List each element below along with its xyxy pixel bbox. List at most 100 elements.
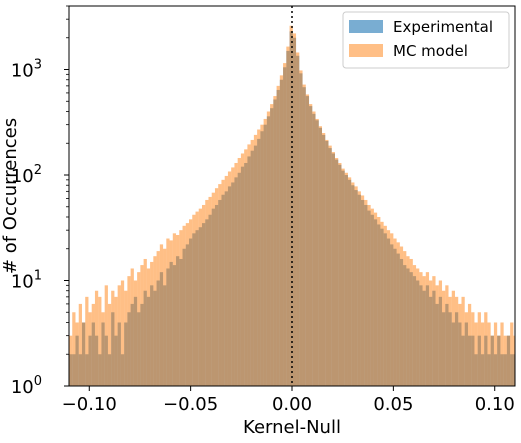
mc-model-bar — [124, 290, 128, 386]
mc-model-bar — [464, 312, 468, 386]
mc-model-bar — [244, 149, 248, 386]
mc-model-bar — [305, 94, 310, 386]
mc-model-bar — [360, 195, 365, 386]
mc-model-bar — [296, 52, 300, 387]
mc-model-bar — [448, 296, 452, 386]
mc-model-bar — [425, 272, 430, 386]
mc-model-bar — [137, 272, 141, 386]
legend-swatch-mc-model — [349, 44, 383, 57]
mc-model-bar — [192, 214, 196, 386]
mc-model-bar — [273, 96, 277, 387]
mc-model-bar — [195, 211, 199, 386]
mc-model-bar — [503, 335, 507, 386]
mc-model-bar — [72, 312, 76, 386]
mc-model-bar — [211, 192, 215, 386]
mc-model-bar — [286, 46, 290, 386]
mc-model-bar — [146, 268, 151, 386]
legend-label-mc-model: MC model — [393, 42, 468, 60]
mc-model-bar — [510, 322, 514, 386]
mc-model-bar — [250, 139, 254, 386]
mc-model-bar — [312, 111, 316, 387]
mc-model-bar — [120, 280, 125, 386]
mc-model-bar — [289, 25, 293, 386]
mc-model-bar — [373, 212, 378, 386]
mc-model-bar — [253, 134, 258, 386]
mc-model-bar — [442, 290, 446, 386]
mc-model-bar — [315, 118, 319, 386]
mc-model-bar — [432, 276, 436, 386]
mc-model-bar — [104, 285, 108, 386]
mc-model-bar — [445, 285, 449, 386]
mc-model-bar — [422, 276, 426, 386]
mc-model-bar — [477, 312, 481, 386]
legend-swatch-experimental — [349, 20, 383, 33]
mc-model-bar — [69, 335, 73, 386]
mc-model-bar — [276, 85, 280, 387]
mc-model-bar — [386, 230, 391, 386]
mc-model-bar — [438, 280, 443, 386]
x-tick-label: 0.05 — [373, 394, 413, 415]
mc-model-bar — [214, 188, 219, 386]
mc-model-bar — [107, 303, 112, 386]
x-tick-label: 0.10 — [475, 394, 515, 415]
mc-model-bar — [176, 234, 180, 386]
mc-model-bar — [91, 303, 95, 386]
legend-label-experimental: Experimental — [393, 18, 493, 36]
mc-model-bar — [357, 191, 361, 386]
x-tick-label: −0.10 — [62, 394, 117, 415]
mc-model-bar — [140, 265, 144, 386]
mc-model-bar — [500, 322, 504, 386]
mc-model-bar — [78, 303, 82, 386]
mc-model-bar — [166, 238, 170, 386]
mc-model-bar — [474, 322, 478, 386]
mc-model-bar — [182, 225, 186, 386]
mc-model-bar — [322, 133, 326, 386]
mc-model-bar — [484, 312, 488, 386]
mc-model-bar — [390, 233, 394, 386]
mc-model-bar — [393, 238, 397, 386]
mc-model-bar — [487, 322, 491, 386]
mc-model-bar — [247, 144, 251, 386]
mc-model-bar — [435, 285, 439, 386]
x-axis-ticks: −0.10 −0.05 0.00 0.05 0.10 — [62, 386, 515, 415]
mc-model-bar — [218, 184, 222, 386]
mc-model-bar — [412, 265, 417, 386]
mc-model-bar — [338, 162, 342, 386]
mc-model-bar — [98, 296, 102, 386]
mc-model-bar — [198, 208, 202, 386]
mc-model-bar — [480, 322, 485, 386]
mc-model-bar — [403, 251, 407, 386]
mc-model-bar — [263, 118, 267, 386]
x-axis-label: Kernel-Null — [243, 417, 341, 438]
mc-model-bars — [69, 25, 515, 387]
mc-model-bar — [471, 312, 475, 386]
mc-model-bar — [467, 303, 472, 386]
mc-model-bar — [383, 225, 387, 386]
legend-box — [342, 11, 510, 69]
mc-model-bar — [429, 280, 433, 386]
mc-model-bar — [159, 244, 164, 386]
mc-model-bar — [302, 84, 306, 386]
mc-model-bar — [451, 290, 455, 386]
mc-model-bar — [292, 33, 297, 386]
mc-model-bar — [205, 199, 209, 386]
mc-model-bar — [396, 242, 400, 386]
mc-model-bar — [227, 171, 232, 386]
mc-model-bar — [283, 63, 287, 386]
mc-model-bar — [506, 335, 511, 386]
mc-model-bar — [513, 335, 515, 386]
mc-model-bar — [231, 167, 235, 386]
y-axis-label: # of Occurrences — [0, 118, 21, 274]
mc-model-bar — [406, 256, 410, 386]
mc-model-bar — [299, 70, 303, 387]
mc-model-bar — [208, 196, 212, 386]
mc-model-bar — [351, 182, 355, 386]
mc-model-bar — [266, 111, 271, 387]
mc-model-bar — [354, 186, 358, 386]
mc-model-bar — [133, 280, 138, 386]
mc-model-bar — [318, 126, 323, 387]
mc-model-bar — [81, 322, 86, 386]
mc-model-bar — [458, 303, 462, 386]
mc-model-bar — [409, 258, 413, 386]
